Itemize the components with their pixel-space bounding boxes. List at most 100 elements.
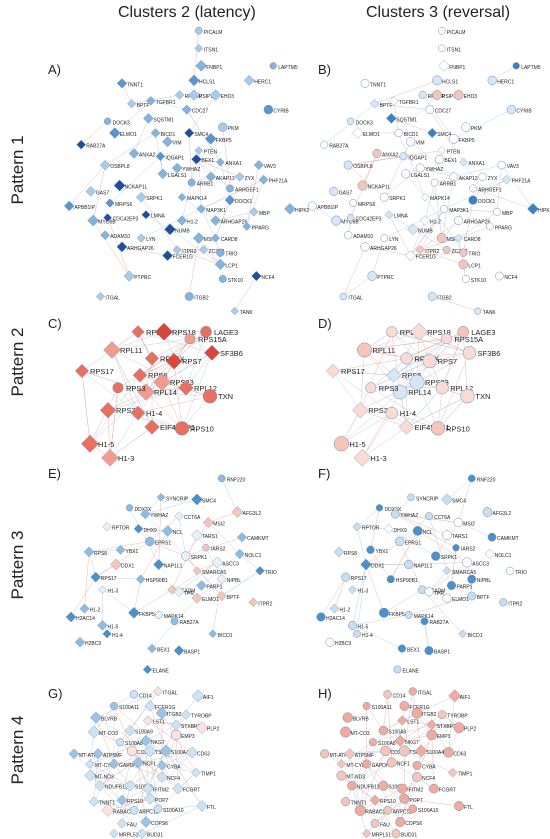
network-edge bbox=[365, 564, 385, 613]
gene-node bbox=[125, 504, 134, 512]
edge-group bbox=[81, 331, 213, 459]
network-edge bbox=[175, 734, 179, 789]
network-edge bbox=[161, 734, 177, 778]
gene-node bbox=[430, 421, 446, 436]
network-edge bbox=[221, 570, 261, 597]
network-edge bbox=[215, 211, 255, 221]
gene-label: TGFBR1 bbox=[399, 100, 419, 106]
network-edge bbox=[324, 750, 386, 755]
gene-node bbox=[191, 689, 205, 703]
gene-label: CARD8 bbox=[221, 237, 238, 243]
gene-label: MBP bbox=[502, 211, 514, 217]
gene-label: ASCC3 bbox=[222, 561, 239, 567]
gene-label: PHF21A bbox=[512, 179, 532, 185]
gene-label: H1-3 bbox=[358, 589, 369, 595]
gene-node bbox=[378, 780, 389, 791]
gene-node bbox=[196, 800, 208, 812]
gene-label: TPR bbox=[184, 591, 194, 597]
gene-node bbox=[187, 178, 196, 187]
network-edge bbox=[420, 249, 464, 265]
gene-label: TIMP1 bbox=[201, 772, 216, 778]
gene-label: TARS1 bbox=[452, 534, 468, 540]
gene-node bbox=[191, 529, 203, 541]
gene-node bbox=[170, 729, 182, 741]
network-edge bbox=[93, 705, 115, 733]
gene-node bbox=[370, 819, 380, 828]
gene-node bbox=[143, 744, 157, 758]
gene-label: CYBA bbox=[167, 764, 181, 770]
network-edge bbox=[383, 589, 423, 614]
gene-label: YWHAZ bbox=[425, 167, 443, 173]
gene-label: ARRB1 bbox=[440, 182, 457, 188]
gene-label: RPS10 bbox=[446, 424, 470, 433]
network-edge bbox=[177, 249, 221, 265]
gene-node bbox=[208, 629, 217, 638]
gene-node bbox=[142, 782, 154, 795]
gene-node bbox=[437, 146, 447, 155]
gene-label: BICD1 bbox=[161, 132, 176, 138]
network-edge bbox=[119, 742, 163, 778]
gene-node bbox=[195, 721, 209, 734]
network-edge bbox=[360, 763, 367, 811]
gene-node bbox=[497, 160, 507, 170]
gene-label: AIF1 bbox=[203, 695, 214, 701]
gene-label: H1-3 bbox=[370, 454, 386, 463]
edge-group bbox=[332, 331, 470, 459]
gene-label: ARRB1 bbox=[197, 182, 214, 188]
gene-node bbox=[263, 104, 274, 115]
gene-node bbox=[399, 152, 408, 161]
gene-label: FKBP5 bbox=[389, 612, 405, 618]
gene-node bbox=[155, 151, 166, 162]
gene-label: SQSTM1 bbox=[153, 117, 174, 123]
gene-node bbox=[484, 548, 495, 560]
gene-label: FNBP1 bbox=[449, 65, 465, 71]
network-edge bbox=[109, 156, 161, 204]
gene-node bbox=[126, 745, 138, 757]
gene-node bbox=[102, 522, 112, 532]
network-edge bbox=[185, 331, 207, 388]
gene-node bbox=[63, 200, 75, 212]
edge-group bbox=[70, 478, 261, 649]
gene-node bbox=[329, 603, 340, 614]
gene-node bbox=[411, 707, 423, 719]
network-edge bbox=[366, 798, 405, 834]
network-edge bbox=[196, 159, 211, 177]
network-edge bbox=[366, 705, 384, 731]
network-edge bbox=[432, 296, 478, 312]
gene-node bbox=[102, 629, 112, 639]
gene-node bbox=[442, 530, 452, 541]
gene-label: TNNT1 bbox=[370, 82, 386, 88]
gene-node bbox=[96, 292, 105, 301]
gene-label: SRPK1 bbox=[191, 555, 208, 561]
gene-label: YWHAZ bbox=[400, 513, 418, 519]
gene-label: TGFBR1 bbox=[156, 100, 176, 106]
gene-node bbox=[202, 544, 210, 552]
column-title-latency: Clusters 2 (latency) bbox=[118, 4, 256, 21]
gene-label: LYN bbox=[146, 237, 156, 243]
gene-label: ITPR2 bbox=[182, 249, 196, 255]
gene-node bbox=[145, 536, 155, 547]
network-edge bbox=[372, 724, 432, 743]
gene-label: TARS1 bbox=[202, 534, 218, 540]
gene-label: ANXA2 bbox=[382, 152, 399, 158]
gene-node bbox=[391, 829, 401, 838]
network-edge bbox=[131, 720, 149, 752]
gene-node bbox=[144, 351, 160, 366]
gene-label: MSN bbox=[204, 237, 216, 243]
network-edge bbox=[111, 338, 191, 351]
gene-label: CD14 bbox=[393, 693, 406, 699]
gene-label: RPS3 bbox=[379, 384, 399, 393]
gene-node bbox=[393, 665, 402, 674]
gene-label: PPARG bbox=[495, 225, 512, 231]
network-edge bbox=[167, 249, 204, 256]
network-edge bbox=[370, 387, 439, 429]
gene-node bbox=[360, 558, 372, 571]
network-edge bbox=[374, 80, 438, 104]
network-edge bbox=[95, 717, 115, 765]
gene-label: RABAC1 bbox=[365, 809, 385, 815]
gene-node bbox=[87, 214, 100, 227]
gene-label: HSP90B1 bbox=[146, 578, 168, 584]
panel-label-a: A) bbox=[48, 62, 61, 77]
gene-label: BPTF bbox=[477, 595, 490, 601]
network-edge bbox=[434, 182, 443, 239]
